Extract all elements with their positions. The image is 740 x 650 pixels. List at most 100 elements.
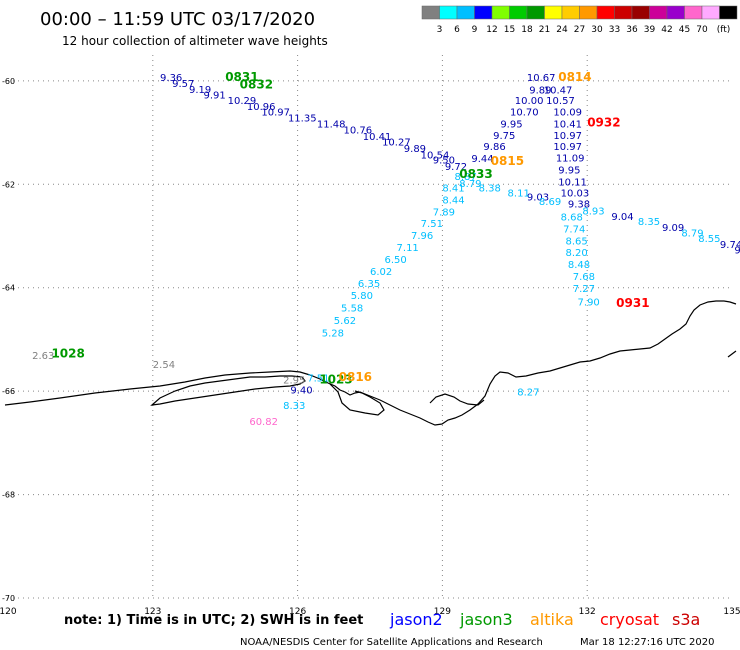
wave-height-value: 6.50 <box>384 255 406 266</box>
wave-height-value: 6.35 <box>358 279 380 290</box>
wave-height-value: 8.27 <box>517 387 539 398</box>
wave-height-value: 10.09 <box>553 108 582 119</box>
wave-height-value: 8.33 <box>283 401 305 412</box>
colorbar-swatch <box>456 5 475 20</box>
wave-height-value: 9.57 <box>172 79 194 90</box>
colorbar-swatch <box>439 5 458 20</box>
colorbar-label: 9 <box>472 25 478 35</box>
lon-label: 126 <box>289 607 306 617</box>
colorbar-label: 39 <box>644 25 656 35</box>
wave-height-value: 7.74 <box>563 224 585 235</box>
wave-height-value: 8.69 <box>539 197 561 208</box>
coastline-peninsula <box>429 393 485 406</box>
wave-height-value: 10.97 <box>553 142 582 153</box>
colorbar-label: 12 <box>486 25 497 35</box>
colorbar-swatch <box>631 5 650 20</box>
wave-height-value: 8.68 <box>561 212 583 223</box>
lat-label: -70 <box>2 594 15 603</box>
colorbar-swatch <box>684 5 703 20</box>
wave-height-value: 7.90 <box>578 297 600 308</box>
colorbar-label: 6 <box>454 25 460 35</box>
wave-height-value: 60.82 <box>249 417 278 428</box>
colorbar-swatch <box>666 5 685 20</box>
wave-height-value: 10.57 <box>546 96 575 107</box>
colorbar-swatch <box>509 5 528 20</box>
coastline-main <box>4 300 737 426</box>
pass-time-label: 0832 <box>240 78 273 92</box>
wave-height-value: 5.62 <box>334 316 356 327</box>
wave-height-value: 7.51 <box>421 219 443 230</box>
wave-height-value: 11.09 <box>556 154 585 165</box>
colorbar-swatch <box>474 5 493 20</box>
wave-height-value: 9.86 <box>483 142 505 153</box>
legend-jason2: jason2 <box>389 610 443 629</box>
coastline-ice-tongue <box>150 375 306 406</box>
colorbar-swatch <box>649 5 668 20</box>
lat-label: -60 <box>2 77 15 86</box>
wave-height-value: 11.35 <box>288 114 317 125</box>
wave-height-value: 9.72 <box>445 162 467 173</box>
wave-height-value: 9.40 <box>290 386 312 397</box>
wave-height-value: 9.75 <box>493 131 515 142</box>
colorbar-label: 15 <box>504 25 515 35</box>
wave-height-value: 8.48 <box>568 260 590 271</box>
pass-time-label: 1028 <box>51 347 84 361</box>
wave-height-value: 5.80 <box>351 291 373 302</box>
colorbar-label: 30 <box>591 25 603 35</box>
lat-lon-grid: 120 123 126 129 132 135 -60 -62 -64 -66 -68 -70 <box>0 55 740 617</box>
wave-height-value: 10.47 <box>544 85 573 96</box>
colorbar-label: 33 <box>609 25 620 35</box>
wave-height-value: 2.54 <box>153 360 175 371</box>
legend-jason3: jason3 <box>459 610 513 629</box>
wave-height-value: 10.11 <box>558 177 587 188</box>
lon-label: 123 <box>144 607 161 617</box>
wave-height-value: 8.79 <box>459 179 481 190</box>
wave-height-value: 10.96 <box>247 102 276 113</box>
wave-height-value: 8.35 <box>638 217 660 228</box>
colorbar-label: 18 <box>521 25 533 35</box>
lon-label: 132 <box>579 607 596 617</box>
colorbar-swatch <box>614 5 633 20</box>
wave-height-value: 6.02 <box>370 267 392 278</box>
wave-height-value: 2.63 <box>32 351 54 362</box>
lat-label: -68 <box>2 491 15 500</box>
wave-height-value: 7.51 <box>307 373 329 384</box>
colorbar-label: 42 <box>661 25 672 35</box>
lat-label: -62 <box>2 180 15 189</box>
wave-height-value: 10.00 <box>515 96 544 107</box>
wave-height-value: 9.38 <box>568 200 590 211</box>
pass-time-label: 0931 <box>616 296 649 310</box>
pass-time-label: 0831 <box>225 70 258 84</box>
colorbar-swatch <box>561 5 580 20</box>
wave-height-value: 7.68 <box>573 272 595 283</box>
colorbar-label: 3 <box>437 25 443 35</box>
legend-s3a: s3a <box>672 610 700 629</box>
pass-time-label: 0932 <box>587 115 620 129</box>
pass-time-label: 0816 <box>339 370 372 384</box>
footer-timestamp: Mar 18 12:27:16 UTC 2020 <box>580 637 715 648</box>
wave-height-value: 9.95 <box>558 165 580 176</box>
colorbar-label: (ft) <box>717 25 731 35</box>
coastline <box>4 300 737 426</box>
wave-height-value: 7.27 <box>573 284 595 295</box>
wave-height-value: 9.04 <box>611 212 633 223</box>
wave-height-value: 10.29 <box>228 96 257 107</box>
wave-height-value: 10.54 <box>421 150 450 161</box>
wave-height-value: 8.44 <box>442 195 464 206</box>
lat-label: -66 <box>2 387 15 396</box>
wave-height-value: 9.89 <box>529 85 551 96</box>
colorbar-label: 70 <box>696 25 708 35</box>
colorbar-swatch <box>421 5 440 20</box>
lon-label: 135 <box>723 607 740 617</box>
colorbar-swatch <box>719 5 738 20</box>
colorbar-swatch <box>701 5 720 20</box>
wave-height-points: 9.369.579.199.9110.2910.9610.9711.3511.4… <box>32 73 740 428</box>
colorbar-swatch <box>544 5 563 20</box>
wave-height-value: 8.20 <box>565 248 587 259</box>
wave-height-colorbar: 3 6 9 12 15 18 21 24 27 30 33 36 39 42 45 70 (ft) <box>421 5 738 35</box>
colorbar-label: 45 <box>679 25 690 35</box>
footer-note: note: 1) Time is in UTC; 2) SWH is in fe… <box>64 613 363 628</box>
wave-height-value: 10.41 <box>553 119 582 130</box>
wave-height-value: 10.97 <box>553 131 582 142</box>
wave-height-value: 8.38 <box>479 184 501 195</box>
